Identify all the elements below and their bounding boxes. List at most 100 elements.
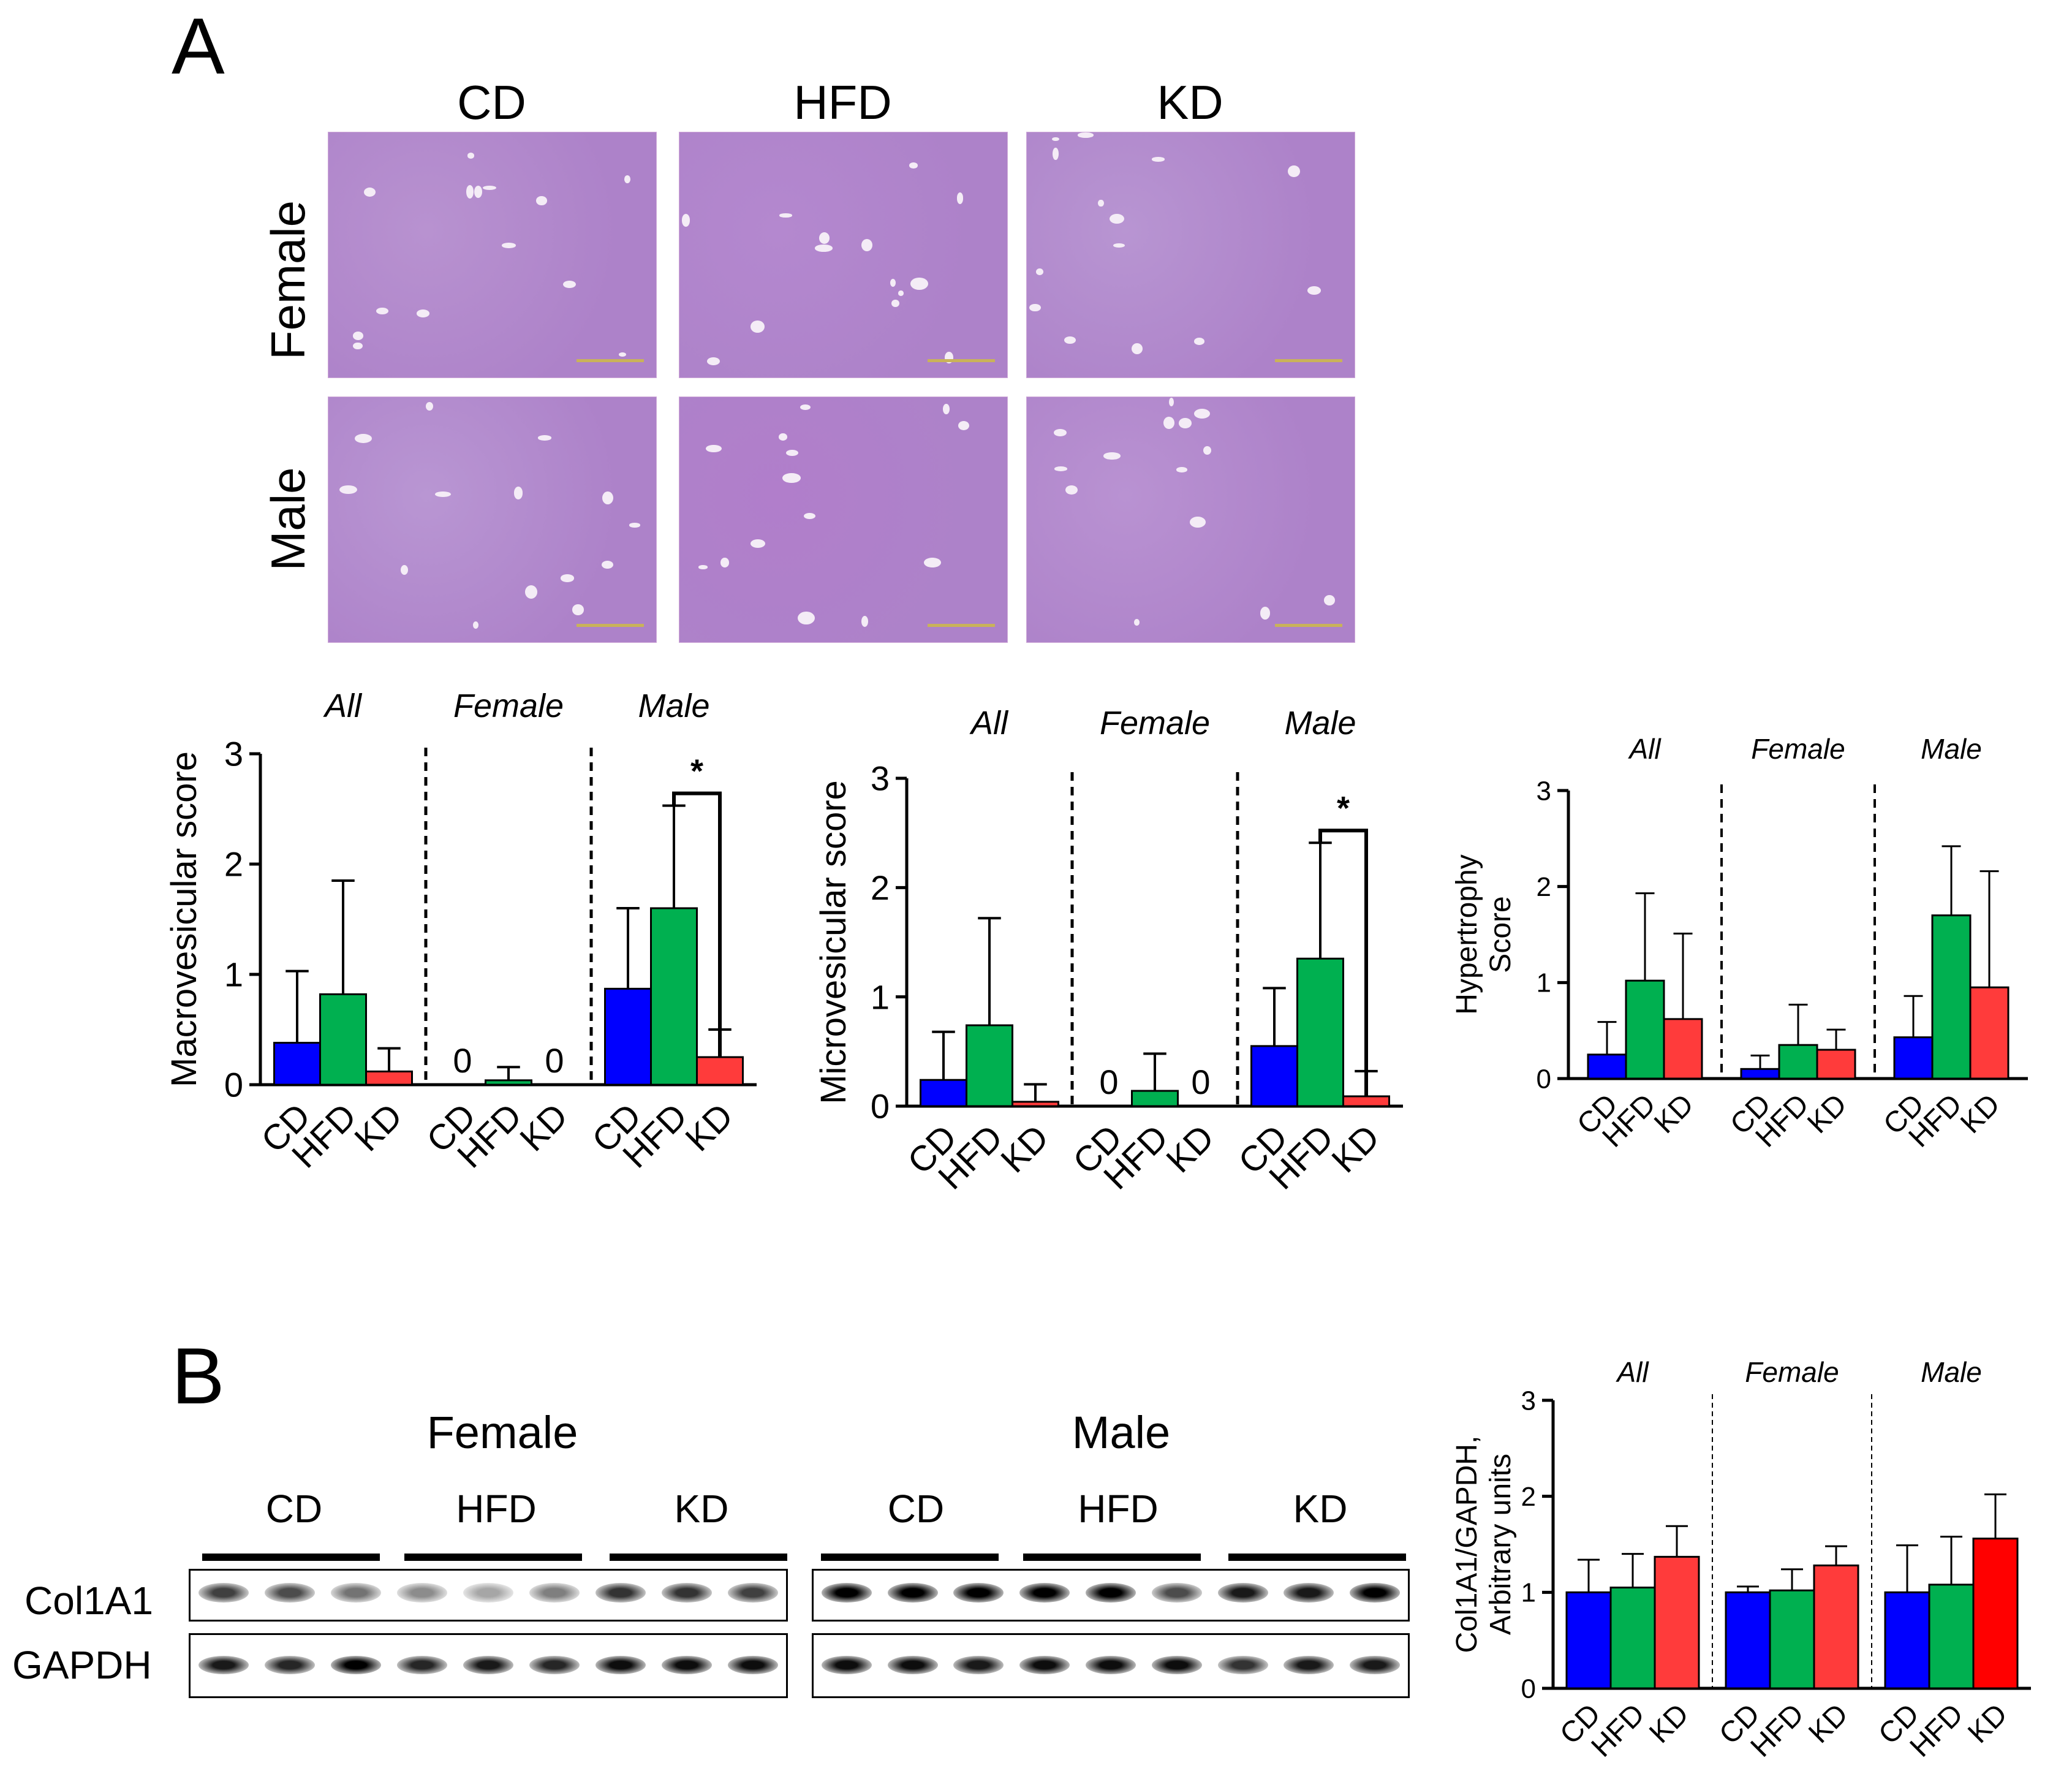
blot-band [1350, 1656, 1401, 1674]
blot-band [529, 1656, 580, 1674]
significance-star: * [1337, 790, 1350, 827]
vessel-shape [376, 307, 388, 315]
vessel-shape [536, 195, 547, 205]
bar-all-kd [365, 1070, 413, 1086]
bar-female-cd [1725, 1591, 1771, 1690]
y-tick-label: 0 [871, 1087, 890, 1126]
panel-a-letter: A [172, 1, 225, 91]
y-tick-label: 1 [1521, 1578, 1536, 1608]
x-category-label: HFD [1904, 1698, 1970, 1763]
vessel-shape [524, 585, 537, 599]
blot-band [953, 1583, 1004, 1603]
vessel-shape [786, 449, 799, 457]
histology-col-hfd: HFD [793, 75, 892, 129]
vessel-shape [1203, 446, 1211, 455]
vessel-shape [1168, 398, 1174, 407]
bar-female-kd [1813, 1564, 1859, 1690]
bar-male-hfd [1928, 1584, 1975, 1690]
micrograph-female-kd [1026, 132, 1355, 378]
micrograph-male-cd [328, 396, 657, 643]
blot-band [330, 1656, 382, 1674]
blot-band [661, 1656, 713, 1674]
group-title-male: Male [638, 688, 709, 724]
vessel-shape [1163, 416, 1174, 429]
y-tick-label: 3 [1521, 1386, 1536, 1416]
blot-band [1019, 1583, 1070, 1603]
blot-band [727, 1656, 779, 1674]
blot-band [463, 1583, 514, 1603]
y-tick-label: 3 [871, 759, 890, 798]
blot-band [330, 1583, 382, 1603]
histology-row-female: Female [261, 200, 315, 360]
vessel-shape [815, 245, 833, 252]
vessel-shape [707, 357, 720, 365]
vessel-shape [1190, 517, 1206, 528]
vessel-shape [1113, 243, 1125, 248]
western-label-male: Male [1072, 1407, 1171, 1458]
blot-col1a1-male [812, 1569, 1410, 1622]
group-title-male: Male [1921, 1356, 1982, 1388]
bar-male-hfd [650, 907, 698, 1086]
vessel-shape [956, 192, 964, 204]
vessel-shape [720, 558, 729, 567]
significance-bracket [672, 791, 722, 1057]
y-axis-label: Col1A1/GAPDH, [1451, 1436, 1483, 1653]
vessel-shape [1134, 618, 1140, 626]
lane-bar-female-cd [202, 1554, 380, 1561]
y-tick-label: 0 [1521, 1674, 1536, 1704]
scale-bar [577, 359, 644, 362]
lane-bar-female-hfd [404, 1554, 582, 1561]
x-category-label: KD [678, 1096, 741, 1159]
vessel-shape [782, 473, 801, 483]
blot-band [1151, 1583, 1202, 1603]
y-tick-label: 2 [1537, 872, 1551, 902]
scale-bar [1275, 359, 1342, 362]
blot-band [727, 1583, 779, 1603]
zero-label: 0 [1099, 1063, 1118, 1101]
vessel-shape [958, 420, 969, 430]
bar-female-cd [1740, 1068, 1780, 1080]
vessel-shape [502, 243, 516, 248]
x-category-label: KD [1962, 1698, 2014, 1750]
zero-label: 0 [453, 1041, 472, 1080]
lane-label-male-kd: KD [1293, 1487, 1348, 1531]
y-tick-label: 2 [871, 868, 890, 907]
lane-label-female-kd: KD [674, 1487, 729, 1531]
group-title-all: All [323, 688, 363, 724]
bar-all-cd [273, 1042, 321, 1086]
bar-male-kd [696, 1056, 744, 1086]
vessel-shape [1053, 429, 1067, 437]
y-tick-label: 1 [1537, 968, 1551, 998]
blot-band [953, 1656, 1004, 1674]
significance-bracket [1318, 829, 1368, 1096]
vessel-shape [751, 321, 765, 333]
x-category-label: KD [993, 1117, 1056, 1180]
zero-label: 0 [1191, 1063, 1210, 1101]
group-title-male: Male [1284, 705, 1356, 742]
vessel-shape [353, 342, 363, 350]
blot-band [595, 1656, 646, 1674]
lane-bar-male-hfd [1023, 1554, 1201, 1561]
bar-all-cd [920, 1079, 967, 1107]
vessel-shape [1193, 338, 1205, 346]
vessel-shape [354, 434, 372, 444]
bar-all-hfd [1625, 979, 1665, 1080]
blot-gapdh-female [189, 1633, 788, 1698]
x-category-label: HFD [1745, 1698, 1810, 1763]
blot-band [595, 1583, 646, 1603]
histology-row-male: Male [261, 467, 315, 571]
bar-male-cd [1250, 1045, 1298, 1107]
blot-band [1284, 1583, 1334, 1603]
scale-bar [577, 624, 644, 627]
vessel-shape [1179, 418, 1192, 428]
micrograph-female-cd [328, 132, 657, 378]
vessel-shape [624, 175, 631, 184]
y-axis-label: Microvesicular score [814, 780, 853, 1104]
vessel-shape [909, 162, 918, 169]
y-tick-label: 2 [1521, 1482, 1536, 1512]
bar-female-hfd [1778, 1044, 1818, 1080]
blot-band [1217, 1656, 1268, 1674]
micrograph-female-hfd [679, 132, 1008, 378]
